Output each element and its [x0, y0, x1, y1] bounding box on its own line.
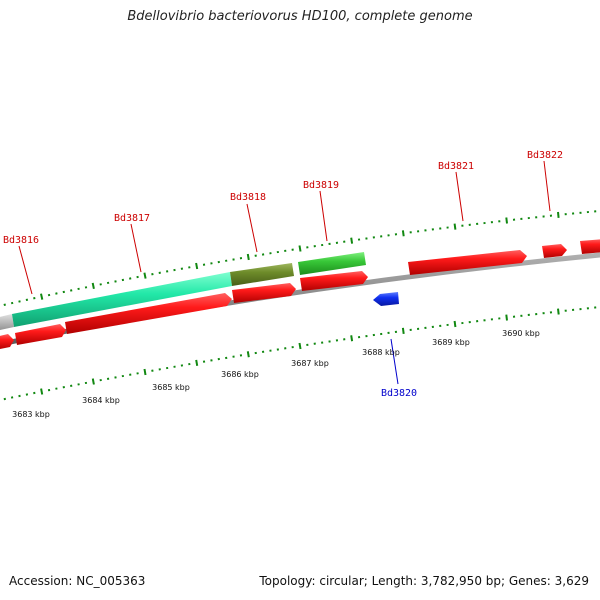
gene-label-bd3816[interactable]: Bd3816 — [3, 235, 39, 246]
cds-track — [0, 239, 600, 350]
minor-tick — [10, 301, 14, 305]
major-tick — [401, 230, 405, 237]
major-tick — [557, 211, 560, 219]
scale-label-3684: 3684 kbp — [82, 396, 120, 405]
scale-label-3685: 3685 kbp — [152, 383, 190, 392]
major-tick — [91, 378, 95, 385]
gene-label-bd3817[interactable]: Bd3817 — [114, 213, 150, 224]
map-title: Bdellovibrio bacteriovorus HD100, comple… — [127, 9, 473, 24]
cds-arrow[interactable] — [542, 244, 567, 258]
cds-arrow[interactable] — [580, 239, 600, 254]
genome-summary: Topology: circular; Length: 3,782,950 bp… — [259, 574, 589, 588]
major-tick — [453, 223, 457, 230]
major-tick — [557, 308, 560, 315]
major-tick — [298, 245, 302, 252]
teal-feature-bd3817[interactable] — [12, 272, 232, 327]
major-tick — [453, 320, 457, 328]
minor-tick — [47, 293, 51, 297]
major-tick — [143, 272, 147, 279]
feature-track-upper — [0, 252, 366, 331]
major-tick — [143, 368, 147, 376]
cds-arrow[interactable] — [0, 334, 14, 350]
major-tick — [195, 359, 199, 366]
cds-arrow[interactable] — [15, 324, 66, 345]
scale-label-3687: 3687 kbp — [291, 359, 329, 368]
scale-labels: 3683 kbp 3684 kbp 3685 kbp 3686 kbp 3687… — [12, 329, 540, 419]
gene-label-bd3819[interactable]: Bd3819 — [303, 180, 339, 191]
cds-arrow[interactable] — [232, 283, 296, 303]
major-tick — [40, 388, 44, 395]
grey-feature[interactable] — [0, 314, 14, 331]
major-tick — [505, 217, 508, 224]
minor-tick — [3, 303, 6, 306]
scale-label-3689: 3689 kbp — [432, 338, 470, 347]
major-tick — [246, 253, 250, 261]
inner-tick-ring — [3, 306, 597, 401]
cds-arrow-reverse-bd3820[interactable] — [373, 292, 399, 306]
cds-arrow[interactable] — [65, 293, 232, 334]
scale-label-3688: 3688 kbp — [362, 348, 400, 357]
major-tick — [350, 335, 354, 342]
olive-feature-bd3818[interactable] — [230, 263, 294, 286]
scale-label-3686: 3686 kbp — [221, 370, 259, 379]
major-tick — [350, 237, 354, 244]
cds-arrow[interactable] — [408, 250, 527, 275]
cds-arrow[interactable] — [300, 271, 368, 291]
gene-label-bd3821[interactable]: Bd3821 — [438, 161, 474, 172]
major-tick — [246, 351, 250, 358]
scale-label-3690: 3690 kbp — [502, 329, 540, 338]
major-tick — [298, 342, 302, 350]
gene-labels: Bd3816 Bd3817 Bd3818 Bd3819 Bd3821 Bd382… — [3, 150, 563, 399]
gene-label-leaders — [18, 160, 551, 385]
major-tick — [505, 314, 508, 321]
major-tick — [40, 293, 44, 300]
outer-tick-ring — [3, 210, 597, 306]
gene-label-bd3822[interactable]: Bd3822 — [527, 150, 563, 161]
gene-label-bd3820[interactable]: Bd3820 — [381, 388, 417, 399]
green-feature-bd3819[interactable] — [298, 252, 366, 275]
major-tick — [401, 327, 405, 335]
major-tick — [195, 262, 199, 270]
accession-label: Accession: NC_005363 — [9, 574, 146, 588]
major-tick — [91, 282, 95, 289]
scale-label-3683: 3683 kbp — [12, 410, 50, 419]
gene-label-bd3818[interactable]: Bd3818 — [230, 192, 266, 203]
